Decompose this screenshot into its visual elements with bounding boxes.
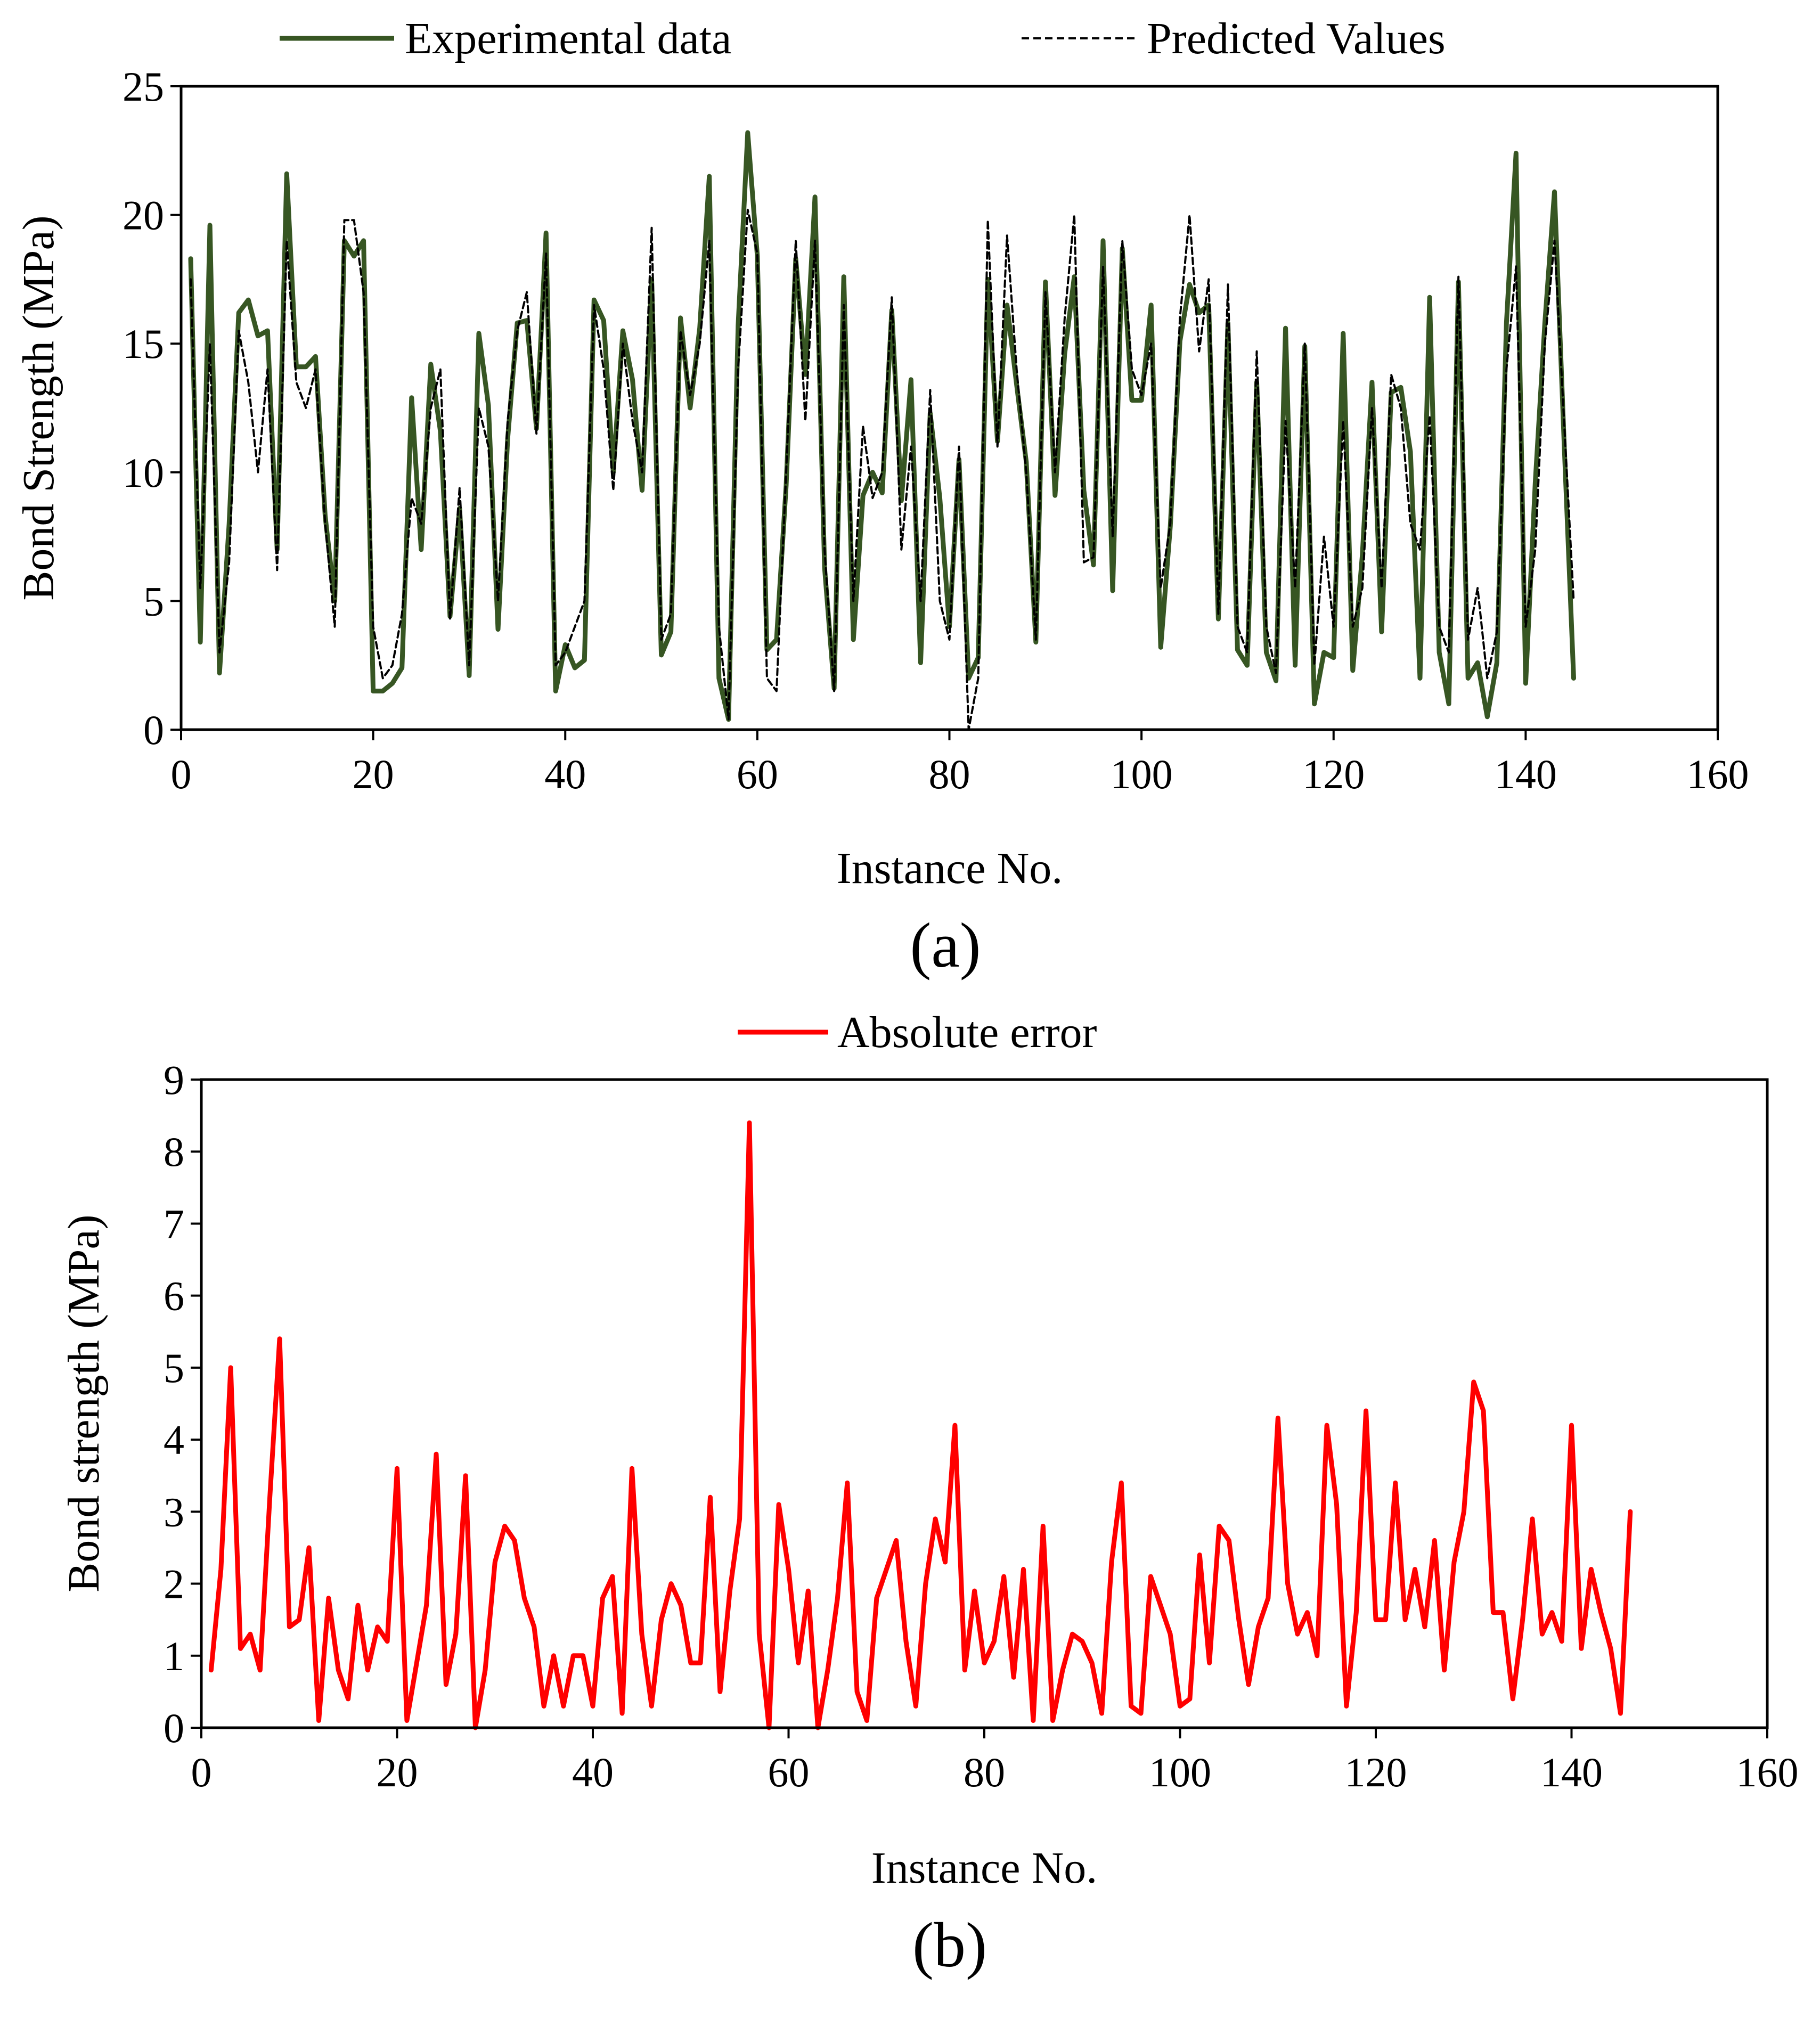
chart-b-y-tick-label: 6 [164, 1273, 184, 1319]
chart-a-x-tick-label: 120 [1302, 751, 1365, 797]
chart-b-y-tick-label: 4 [164, 1417, 184, 1463]
chart-b-series [208, 1120, 1633, 1730]
chart-b-y-tick-label: 0 [164, 1705, 184, 1751]
chart-a-series [188, 130, 1576, 731]
chart-a-caption: (a) [910, 910, 981, 981]
legend-absolute-error-label: Absolute error [837, 1008, 1097, 1057]
chart-a-x-tick-label: 0 [171, 751, 192, 797]
chart-a-x-tick-label: 20 [353, 751, 394, 797]
chart-b-series-absolute-error-line [208, 1120, 1633, 1730]
chart-a-x-axis-title: Instance No. [837, 844, 1063, 893]
chart-b-y-tick-label: 9 [164, 1057, 184, 1103]
chart-a-y-axis-title: Bond Strength (MPa) [14, 215, 63, 600]
chart-b-x-tick-label: 40 [572, 1749, 614, 1795]
chart-a-x-tick-label: 40 [544, 751, 586, 797]
legend-experimental-label: Experimental data [405, 14, 731, 63]
chart-b-y-ticks: 0 1 2 3 4 5 6 7 8 9 [164, 1057, 201, 1751]
chart-b-y-tick-label: 3 [164, 1489, 184, 1535]
chart-b-y-tick-label: 7 [164, 1200, 184, 1247]
chart-b-y-tick-label: 5 [164, 1345, 184, 1391]
chart-b-caption: (b) [912, 1909, 987, 1980]
chart-a-y-ticks: 0 5 10 15 20 25 [123, 63, 181, 753]
chart-b-y-tick-label: 2 [164, 1561, 184, 1607]
chart-a-x-tick-label: 160 [1687, 751, 1749, 797]
chart-a-y-tick-label: 0 [143, 707, 164, 753]
chart-b: Absolute error 0 1 2 3 4 5 6 7 8 9 0 20 40 60 80 100 12… [59, 1008, 1799, 1980]
chart-b-y-tick-label: 1 [164, 1633, 184, 1679]
chart-b-x-tick-label: 60 [768, 1749, 810, 1795]
chart-b-x-tick-label: 120 [1345, 1749, 1407, 1795]
chart-a-y-tick-label: 20 [123, 192, 164, 239]
chart-b-x-tick-label: 80 [964, 1749, 1005, 1795]
chart-a-x-ticks: 0 20 40 60 80 100 120 140 160 [171, 730, 1749, 797]
chart-a-legend: Experimental data Predicted Values [280, 14, 1446, 63]
chart-b-x-ticks: 0 20 40 60 80 100 120 140 160 [191, 1728, 1799, 1795]
chart-a-series-experimental-data-line [188, 130, 1576, 722]
chart-b-x-tick-label: 20 [377, 1749, 418, 1795]
chart-b-x-tick-label: 100 [1149, 1749, 1211, 1795]
legend-predicted-label: Predicted Values [1147, 14, 1446, 63]
chart-a-y-tick-label: 10 [123, 450, 164, 496]
chart-a-series-predicted-values-line [190, 208, 1575, 731]
chart-b-x-tick-label: 140 [1540, 1749, 1603, 1795]
chart-a-y-tick-label: 25 [123, 63, 164, 110]
chart-b-legend: Absolute error [738, 1008, 1097, 1057]
chart-b-y-axis-title: Bond strength (MPa) [59, 1214, 109, 1592]
chart-b-y-tick-label: 8 [164, 1129, 184, 1175]
chart-a-x-tick-label: 100 [1111, 751, 1173, 797]
chart-a-x-tick-label: 80 [929, 751, 970, 797]
chart-a-x-tick-label: 140 [1495, 751, 1557, 797]
chart-a-y-tick-label: 5 [143, 578, 164, 624]
chart-a: Experimental data Predicted Values 0 5 10 1… [14, 14, 1749, 981]
chart-b-x-axis-title: Instance No. [871, 1843, 1098, 1893]
chart-b-x-tick-label: 0 [191, 1749, 212, 1795]
chart-a-y-tick-label: 15 [123, 321, 164, 367]
chart-a-x-tick-label: 60 [737, 751, 778, 797]
chart-b-x-tick-label: 160 [1736, 1749, 1799, 1795]
